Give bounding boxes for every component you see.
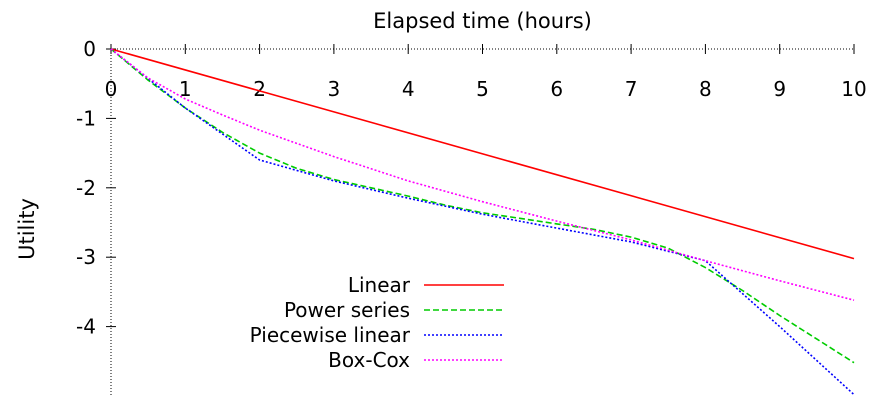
y-tick-label: -1 xyxy=(76,106,96,130)
series-lines xyxy=(110,48,855,396)
x-tick-label: 2 xyxy=(253,77,266,101)
x-tick-label: 4 xyxy=(402,77,415,101)
x-tick-label: 5 xyxy=(476,77,489,101)
x-tick-label: 1 xyxy=(179,77,192,101)
y-tick-label: -4 xyxy=(76,315,96,339)
ticks: 0 1 2 3 4 5 6 7 8 9 10 0 -1 -2 -3 -4 xyxy=(76,37,867,339)
x-tick-label: 7 xyxy=(625,77,638,101)
legend-label: Piecewise linear xyxy=(250,323,411,347)
x-axis-title: Elapsed time (hours) xyxy=(373,9,592,33)
legend-label: Power series xyxy=(284,298,410,322)
legend-label: Linear xyxy=(348,273,411,297)
axes xyxy=(110,48,854,396)
series-line-linear xyxy=(110,48,855,260)
series-line-power-series xyxy=(110,48,855,364)
x-tick-label: 8 xyxy=(699,77,712,101)
x-tick-label: 10 xyxy=(841,77,866,101)
y-tick-label: -3 xyxy=(76,245,96,269)
series-line-box-cox xyxy=(110,48,855,301)
y-tick-label: -2 xyxy=(76,176,96,200)
y-tick-label: 0 xyxy=(83,37,96,61)
x-tick-label: 6 xyxy=(550,77,563,101)
x-tick-label: 0 xyxy=(105,77,118,101)
x-tick-label: 9 xyxy=(773,77,786,101)
x-tick-label: 3 xyxy=(328,77,341,101)
legend-label: Box-Cox xyxy=(328,348,410,372)
y-axis-title: Utility xyxy=(15,198,39,260)
